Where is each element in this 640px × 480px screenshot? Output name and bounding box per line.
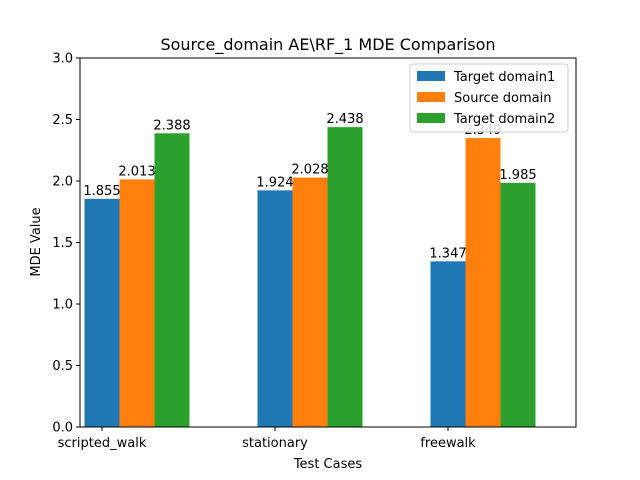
plot-frame (79, 57, 577, 428)
x-tick-label: stationary (242, 436, 308, 451)
y-axis-title: MDE Value (29, 207, 44, 276)
bar-target-domain2-stationary (327, 127, 363, 427)
bar-source-domain-scripted_walk (119, 179, 155, 427)
bar-source-domain-stationary (292, 177, 328, 427)
x-tick-label: scripted_walk (58, 436, 147, 451)
y-tick-label: 3.0 (52, 52, 73, 67)
legend-swatch (417, 71, 445, 81)
y-tick-label: 2.0 (52, 175, 73, 190)
data-label: 1.924 (256, 175, 293, 190)
data-label: 1.347 (429, 246, 466, 261)
data-label: 2.388 (153, 118, 190, 133)
legend-label: Source domain (454, 91, 551, 106)
legend-swatch (417, 92, 445, 102)
bar-target-domain2-freewalk (500, 182, 536, 427)
legend: Target domain1 Source domain Target domain… (409, 63, 569, 133)
chart-title: Source_domain AE\RF_1 MDE Comparison (160, 35, 495, 55)
data-label: 1.985 (499, 168, 536, 183)
data-label: 1.855 (83, 184, 120, 199)
x-axis: scripted_walk stationary freewalk (58, 427, 476, 451)
data-label: 2.013 (118, 164, 155, 179)
y-tick-label: 2.5 (52, 113, 73, 128)
bar-target-domain1-scripted_walk (84, 198, 120, 427)
y-tick-label: 0.0 (52, 421, 73, 436)
legend-box (409, 63, 569, 133)
data-labels-layer: 1.8552.0132.3881.9242.0282.4381.3472.349… (83, 112, 536, 261)
legend-label: Target domain1 (453, 70, 555, 85)
y-axis: 0.0 0.5 1.0 1.5 2.0 2.5 3.0 (52, 52, 80, 436)
bar-target-domain1-stationary (257, 190, 293, 427)
bar-source-domain-freewalk (465, 138, 501, 427)
x-axis-title: Test Cases (293, 457, 363, 472)
bar-target-domain1-freewalk (430, 261, 466, 427)
legend-label: Target domain2 (453, 112, 555, 127)
data-label: 2.438 (326, 112, 363, 127)
y-tick-label: 1.5 (52, 236, 73, 251)
bars-layer (84, 127, 536, 427)
bar-target-domain2-scripted_walk (154, 133, 190, 427)
y-tick-label: 0.5 (52, 359, 73, 374)
legend-swatch (417, 113, 445, 123)
data-label: 2.028 (291, 163, 328, 178)
x-tick-label: freewalk (420, 436, 476, 451)
y-tick-label: 1.0 (52, 298, 73, 313)
